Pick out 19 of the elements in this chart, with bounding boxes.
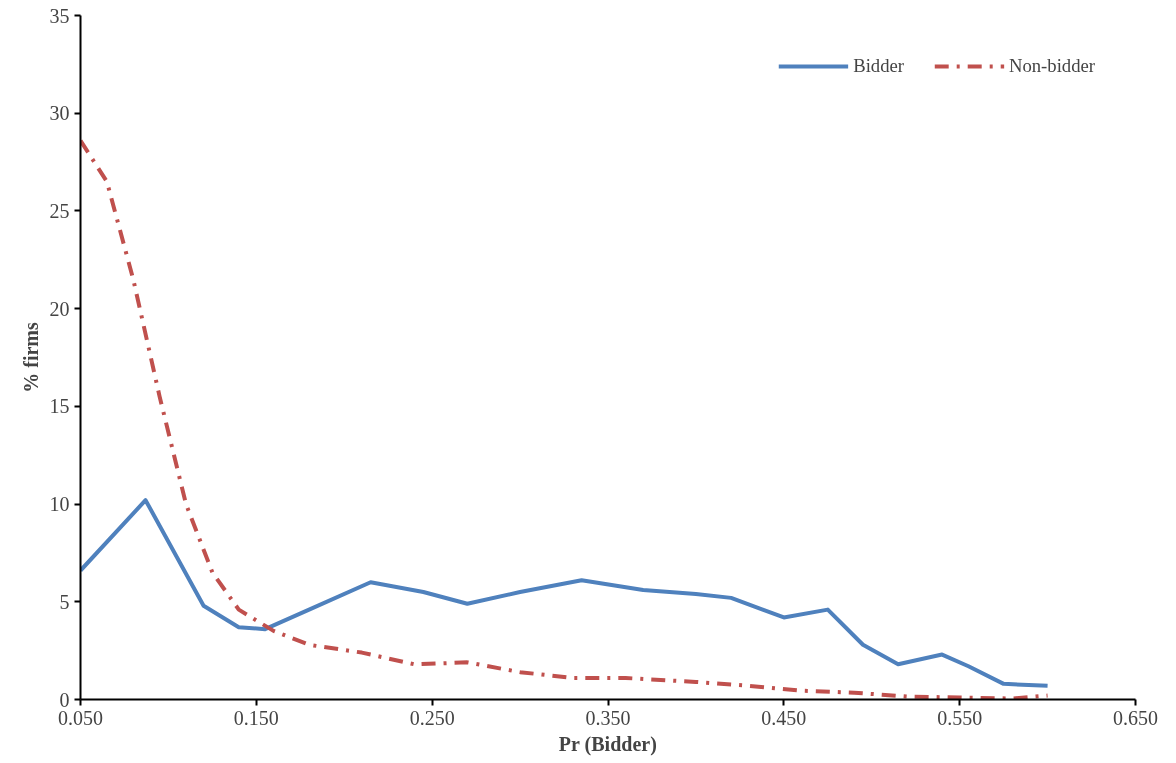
legend-label: Non-bidder	[1008, 55, 1095, 77]
x-tick-label: 0.250	[409, 706, 455, 729]
x-axis-title: Pr (Bidder)	[558, 732, 657, 756]
y-tick-label: 5	[59, 590, 70, 613]
line-series	[80, 138, 1050, 700]
x-tick-label: 0.150	[233, 706, 279, 729]
x-tick-label: 0.450	[761, 706, 807, 729]
y-tick-label: 30	[49, 102, 70, 125]
line-series	[80, 498, 1050, 688]
x-tick-label: 0.550	[937, 706, 983, 729]
y-tick-label: 15	[49, 395, 70, 418]
y-axis-title: % firms	[19, 322, 42, 393]
x-tick-label: 0.350	[585, 706, 631, 729]
legend-label: Bidder	[853, 55, 904, 77]
x-tick-label: 0.650	[1113, 706, 1158, 729]
y-tick-label: 10	[49, 493, 70, 516]
y-tick-label: 25	[49, 199, 70, 222]
y-tick-label: 35	[49, 4, 70, 27]
y-tick-label: 20	[49, 297, 70, 320]
